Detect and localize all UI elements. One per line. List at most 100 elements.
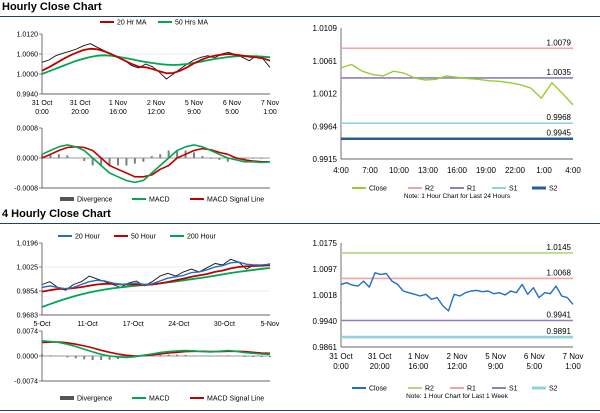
four-hourly-levels-x-tick-sub-4: 9:00 xyxy=(488,362,504,371)
hourly-levels-x-tick-6: 22:00 xyxy=(505,166,526,175)
hourly-levels-level-label-s1: 0.9968 xyxy=(547,113,572,122)
four-hourly-levels-legend-s1-label: S1 xyxy=(509,386,518,393)
four-hourly-price-legend-ma200-label: 200 Hour xyxy=(187,234,216,241)
hourly-levels-legend-close-label: Close xyxy=(369,186,387,193)
hourly-levels-x-tick-5: 19:00 xyxy=(476,166,497,175)
hourly-price-y-tick-3: 0.9940 xyxy=(17,92,39,99)
four-hourly-levels-legend-r2-label: R2 xyxy=(425,386,434,393)
hourly-price-x-tick-1: 31 Oct xyxy=(70,100,91,107)
hourly-levels-y-tick-2: 1.0012 xyxy=(313,90,338,99)
four-hourly-levels-x-tick-sub-2: 16:00 xyxy=(408,362,429,371)
four-hourly-price-x-tick-4: 30-Oct xyxy=(214,321,235,328)
four-hourly-levels-level-label-s1: 0.9941 xyxy=(547,311,572,320)
hourly-levels-level-label-r1: 1.0035 xyxy=(547,68,572,77)
hourly-price-x-tick-sub-0: 0:00 xyxy=(35,109,49,116)
hourly-macd-signal-line xyxy=(41,146,270,178)
hourly-levels-note: Note: 1 Hour Chart for Last 24 Hours xyxy=(404,193,511,200)
four-hourly-price-x-tick-2: 17-Oct xyxy=(123,321,144,328)
hourly-price-x-tick-6: 7 Nov xyxy=(261,100,280,107)
four-hourly-price-y-tick-2: 0.9854 xyxy=(17,289,39,296)
four-hourly-macd-legend-signal-label: MACD Signal Line xyxy=(207,396,264,403)
hourly-price-y-tick-2: 1.0000 xyxy=(17,72,39,79)
four-hourly-title-rule xyxy=(0,223,600,224)
four-hourly-price-y-tick-0: 1.0196 xyxy=(17,241,39,248)
four-hourly-levels-x-tick-5: 6 Nov xyxy=(524,352,545,361)
four-hourly-levels-x-tick-4: 5 Nov xyxy=(485,352,506,361)
hourly-levels-x-tick-3: 13:00 xyxy=(418,166,439,175)
four-hourly-price-ma20-line xyxy=(41,261,271,290)
hourly-levels-x-tick-0: 4:00 xyxy=(333,166,349,175)
hourly-macd-legend-signal-label: MACD Signal Line xyxy=(207,197,264,204)
hourly-levels-legend-r1-label: R1 xyxy=(467,186,476,193)
hourly-price-x-tick-sub-2: 16:00 xyxy=(109,109,127,116)
hourly-price-y-tick-1: 1.0060 xyxy=(17,52,39,59)
four-hourly-price-legend-ma20-label: 20 Hour xyxy=(75,234,101,241)
hourly-price-ma20-line xyxy=(41,47,271,75)
four-hourly-levels-x-tick-1: 31 Oct xyxy=(368,352,392,361)
hourly-levels-close-line xyxy=(340,63,574,106)
four-hourly-levels-x-tick-sub-5: 5:00 xyxy=(527,362,543,371)
hourly-price-legend-ma50-label: 50 Hrs MA xyxy=(175,20,208,27)
hourly-price-x-tick-sub-1: 20:00 xyxy=(71,109,89,116)
hourly-levels-x-tick-1: 7:00 xyxy=(362,166,378,175)
hourly-levels-y-tick-0: 1.0109 xyxy=(313,24,338,33)
four-hourly-levels-x-tick-3: 2 Nov xyxy=(447,352,468,361)
hourly-macd-y-tick-1: 0.0000 xyxy=(17,156,39,163)
hourly-levels-legend-s1-label: S1 xyxy=(509,186,518,193)
four-hourly-levels-level-label-s2: 0.9891 xyxy=(547,327,572,336)
hourly-price-x-tick-sub-3: 12:00 xyxy=(147,109,165,116)
four-hourly-price-x-tick-1: 11-Oct xyxy=(77,321,98,328)
four-hourly-levels-x-tick-sub-0: 0:00 xyxy=(333,362,349,371)
hourly-title-rule xyxy=(0,16,600,17)
four-hourly-macd-y-tick-2: -0.0074 xyxy=(14,379,38,386)
hourly-levels-legend-r2-label: R2 xyxy=(425,186,434,193)
four-hourly-macd-legend-divergence-label: Divergence xyxy=(77,396,113,403)
four-hourly-price-y-tick-1: 1.0025 xyxy=(17,265,39,272)
hourly-price-x-tick-2: 1 Nov xyxy=(109,100,128,107)
four-hourly-price-x-tick-5: 5-Nov xyxy=(261,321,280,328)
four-hourly-price-y-tick-3: 0.9683 xyxy=(17,313,39,320)
bottom-rule xyxy=(0,410,600,411)
hourly-levels-level-label-r2: 1.0079 xyxy=(547,38,572,47)
hourly-price-y-tick-0: 1.0120 xyxy=(17,32,39,39)
four-hourly-levels-x-tick-2: 1 Nov xyxy=(408,352,429,361)
four-hourly-levels-legend-r1-label: R1 xyxy=(467,386,476,393)
hourly-price-x-tick-sub-4: 9:00 xyxy=(187,109,201,116)
four-hourly-levels-x-tick-0: 31 Oct xyxy=(329,352,353,361)
hourly-levels-y-tick-4: 0.9915 xyxy=(313,155,338,164)
four-hourly-price-x-tick-0: 5-Oct xyxy=(33,321,50,328)
hourly-levels-legend-s2-label: S2 xyxy=(549,186,558,193)
hourly-price-x-tick-3: 2 Nov xyxy=(147,100,166,107)
four-hourly-levels-close-line xyxy=(340,272,574,312)
hourly-levels-level-label-s2: 0.9945 xyxy=(547,129,572,138)
hourly-price-x-tick-sub-6: 1:00 xyxy=(263,109,277,116)
four-hourly-levels-y-tick-2: 1.0018 xyxy=(313,291,338,300)
hourly-macd-legend-macd-label: MACD xyxy=(149,197,170,204)
hourly-levels-x-tick-7: 1:00 xyxy=(536,166,552,175)
four-hourly-levels-x-tick-sub-1: 20:00 xyxy=(370,362,391,371)
four-hourly-levels-x-tick-6: 7 Nov xyxy=(563,352,584,361)
four-hourly-levels-y-tick-3: 0.9940 xyxy=(313,317,338,326)
four-hourly-macd-y-tick-0: 0.0074 xyxy=(17,329,39,336)
hourly-macd-legend-divergence-label: Divergence xyxy=(77,197,113,204)
hourly-levels-y-tick-1: 1.0061 xyxy=(313,57,338,66)
hourly-price-x-tick-sub-5: 5:00 xyxy=(225,109,239,116)
four-hourly-macd-y-tick-1: 0.0000 xyxy=(17,354,39,361)
four-hourly-section-title: 4 Hourly Close Chart xyxy=(2,208,111,220)
four-hourly-levels-note: Note: 1 Hour Chart for Last 1 Week xyxy=(406,393,509,400)
four-hourly-levels-y-tick-1: 1.0097 xyxy=(313,265,338,274)
hourly-price-x-tick-0: 31 Oct xyxy=(32,100,53,107)
hourly-levels-x-tick-8: 4:00 xyxy=(565,166,581,175)
hourly-levels-x-tick-4: 16:00 xyxy=(447,166,468,175)
hourly-macd-y-tick-0: 0.0008 xyxy=(17,126,39,133)
four-hourly-price-ma50-line xyxy=(41,264,271,293)
hourly-levels-y-tick-3: 0.9964 xyxy=(313,122,338,131)
four-hourly-levels-legend-close-label: Close xyxy=(369,386,387,393)
four-hourly-price-line xyxy=(41,258,271,291)
four-hourly-levels-level-label-r1: 1.0068 xyxy=(547,268,572,277)
hourly-macd-line xyxy=(41,144,271,184)
four-hourly-price-x-tick-3: 24-Oct xyxy=(168,321,189,328)
hourly-section-title: Hourly Close Chart xyxy=(2,1,102,13)
four-hourly-levels-legend-s2-label: S2 xyxy=(549,386,558,393)
